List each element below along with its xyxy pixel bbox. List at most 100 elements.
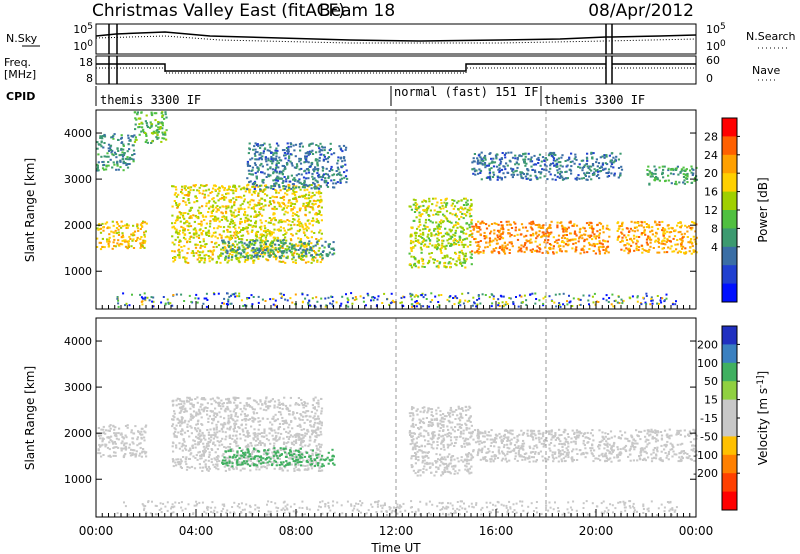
velocity-colorbar-swatch-7 (722, 436, 737, 456)
cpid-segment-1: themis 3300 IF (100, 93, 201, 107)
noise-right-label: N.Search (746, 30, 796, 43)
velocity-colorbar-swatch-4 (722, 381, 737, 401)
power-region-5 (221, 239, 336, 260)
freq-right-tick-top: 60 (706, 54, 720, 67)
power-ytick-label-1: 1000 (64, 265, 92, 278)
power-ytick-label-4: 4000 (64, 127, 92, 140)
power-ground-scatter (116, 292, 677, 308)
velocity-colorbar-swatch-5 (722, 399, 737, 419)
freq-label-1: Freq. (4, 56, 31, 69)
velocity-region-1 (97, 424, 148, 459)
velocity-colorbar-swatch-8 (722, 454, 737, 474)
velocity-colorbar-label-1: 200 (697, 338, 718, 351)
power-colorbar-label-6: 8 (711, 222, 718, 235)
velocity-region-3 (221, 447, 336, 468)
cpid-row: CPID themis 3300 IF normal (fast) 151 IF… (6, 85, 645, 107)
power-region-4 (171, 183, 324, 264)
power-colorbar-label-3: 20 (704, 167, 718, 180)
velocity-colorbar-swatch-1 (722, 326, 737, 345)
velocity-region-4 (408, 405, 473, 477)
power-colorbar-label-4: 16 (704, 186, 718, 199)
x-axis-label: Time UT (370, 541, 421, 554)
velocity-colorbar-label-2: 100 (697, 357, 718, 370)
nave-label: Nave (752, 64, 780, 77)
xtick-label-4: 12:00 (379, 524, 414, 538)
freq-right-tick-bottom: 0 (706, 72, 713, 85)
power-region-2 (96, 133, 136, 172)
velocity-y-label: Slant Range [km] (23, 366, 37, 470)
power-colorbar-swatch-2 (722, 136, 737, 156)
velocity-region-5 (471, 428, 699, 463)
velocity-colorbar: 200 100 50 15 -15 -50 -100 -200 Velocity [m s-1]… (693, 325, 770, 511)
power-panel: 1000 2000 3000 4000 Slant Range [km] 28 24 20… (23, 109, 770, 310)
noise-left-tick-top: 105 (73, 22, 93, 36)
xtick-label-6: 20:00 (579, 524, 614, 538)
power-region-1 (96, 220, 148, 251)
velocity-colorbar-swatch-3 (722, 362, 737, 382)
power-region-9 (616, 220, 698, 255)
velocity-ytick-label-4: 4000 (64, 335, 92, 348)
power-region-3 (133, 111, 168, 144)
power-region-7 (408, 197, 473, 269)
power-colorbar: 28 24 20 16 12 8 4 Power [dB] (704, 117, 770, 303)
velocity-colorbar-label-4: 15 (704, 394, 718, 407)
power-colorbar-swatch-6 (722, 210, 737, 229)
velocity-y-axis: 1000 2000 3000 4000 (64, 335, 696, 486)
cpid-label: CPID (6, 90, 35, 103)
nave-line (96, 67, 696, 74)
velocity-colorbar-label-8: -200 (693, 467, 718, 480)
power-colorbar-swatch-5 (722, 191, 737, 211)
xtick-label-3: 08:00 (279, 524, 314, 538)
velocity-ytick-label-3: 3000 (64, 381, 92, 394)
power-heatmap (96, 110, 698, 309)
freq-left-tick-top: 18 (79, 56, 93, 69)
noise-right-tick-bottom: 100 (706, 39, 726, 53)
power-region-11 (646, 165, 698, 186)
power-region-10 (471, 151, 624, 181)
power-colorbar-swatch-1 (722, 118, 737, 137)
noise-left-label: N.Sky (6, 32, 38, 45)
power-y-axis: 1000 2000 3000 4000 (64, 127, 696, 278)
time-x-axis: 00:00 04:00 08:00 12:00 16:00 20:00 00:00 (79, 301, 714, 538)
xtick-label-5: 16:00 (479, 524, 514, 538)
power-region-6 (246, 142, 349, 191)
velocity-region-2 (171, 396, 324, 472)
power-ytick-label-3: 3000 (64, 173, 92, 186)
cpid-segment-2: normal (fast) 151 IF (394, 85, 539, 99)
xtick-label-1: 00:00 (79, 524, 114, 538)
power-colorbar-swatch-4 (722, 173, 737, 193)
velocity-colorbar-label-6: -50 (700, 430, 718, 443)
power-colorbar-title: Power [dB] (756, 177, 770, 242)
velocity-ground-scatter (116, 500, 678, 516)
power-colorbar-label-2: 24 (704, 149, 718, 162)
velocity-colorbar-label-5: -15 (700, 412, 718, 425)
power-colorbar-swatch-9 (722, 265, 737, 285)
velocity-colorbar-label-3: 50 (704, 375, 718, 388)
date-label: 08/Apr/2012 (588, 1, 694, 21)
power-region-8 (471, 220, 611, 255)
velocity-colorbar-swatch-10 (722, 491, 737, 511)
power-colorbar-label-7: 4 (711, 241, 718, 254)
noise-left-tick-bottom: 100 (73, 39, 93, 53)
power-colorbar-label-5: 12 (704, 204, 718, 217)
noise-right-tick-top: 105 (706, 22, 726, 36)
power-colorbar-swatch-3 (722, 154, 737, 174)
power-colorbar-swatch-7 (722, 228, 737, 248)
velocity-ytick-label-2: 2000 (64, 427, 92, 440)
noise-panel: N.Sky 105 100 105 100 N.Search (6, 22, 796, 55)
velocity-colorbar-swatch-6 (722, 418, 737, 437)
frequency-panel: Freq. [MHz] 18 8 60 0 Nave (4, 54, 780, 85)
cpid-segment-3: themis 3300 IF (544, 93, 645, 107)
velocity-colorbar-label-7: -100 (693, 449, 718, 462)
xtick-label-7: 00:00 (679, 524, 714, 538)
velocity-heatmap (97, 318, 699, 517)
velocity-ytick-label-1: 1000 (64, 473, 92, 486)
velocity-colorbar-swatch-2 (722, 344, 737, 364)
power-ytick-label-2: 2000 (64, 219, 92, 232)
power-y-label: Slant Range [km] (23, 158, 37, 262)
plot-title: Christmas Valley East (fitACF) (92, 1, 345, 21)
power-colorbar-label-1: 28 (704, 130, 718, 143)
